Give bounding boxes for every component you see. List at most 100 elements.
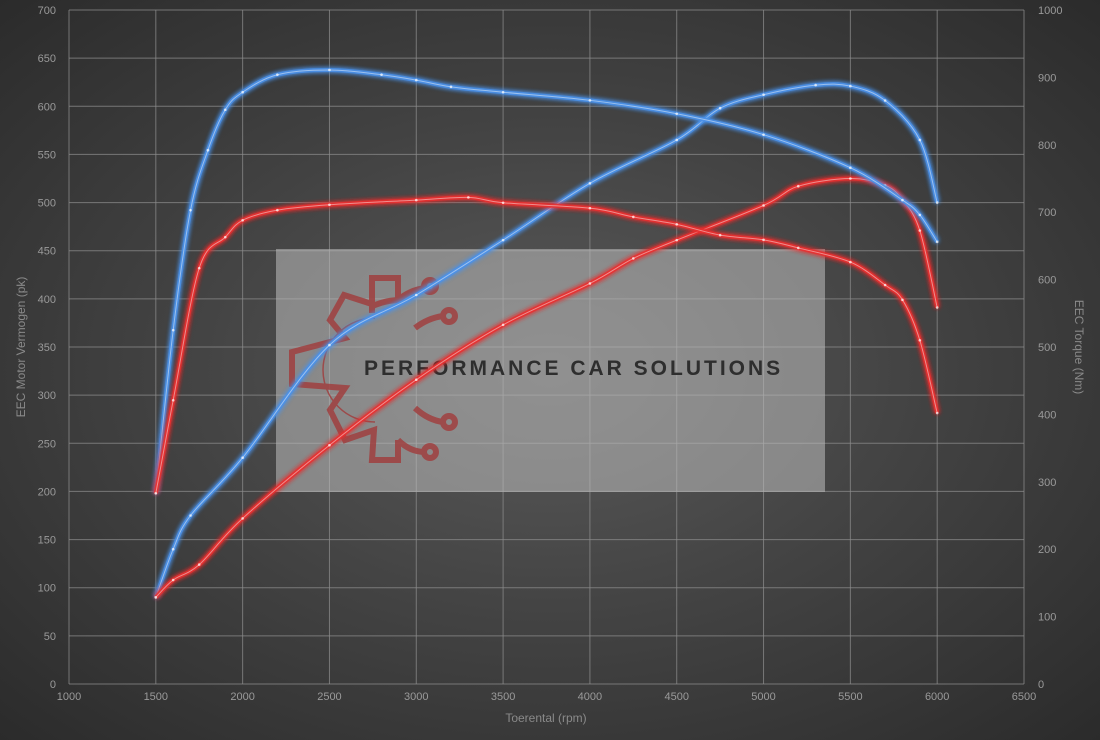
y-tick-label: 550 <box>38 149 56 161</box>
data-point-stock-torque <box>588 206 592 210</box>
data-point-tuned-torque <box>206 148 210 152</box>
data-point-stock-torque <box>632 215 635 219</box>
y-tick-label: 0 <box>50 679 56 691</box>
watermark-text: PERFORMANCE CAR SOLUTIONS <box>364 357 783 380</box>
x-tick-label: 2000 <box>230 691 254 703</box>
data-point-tuned-torque <box>501 90 505 94</box>
axis-ticks: 1000 1500 2000 2500 3000 3500 4000 4500 5000 5500… <box>38 5 1063 703</box>
data-point-stock-power <box>849 177 852 180</box>
data-point-stock-torque <box>849 260 852 264</box>
data-point-stock-power <box>197 563 201 566</box>
data-point-tuned-power <box>718 106 722 110</box>
data-point-stock-torque <box>414 198 418 202</box>
data-point-tuned-power <box>501 238 505 242</box>
data-point-stock-torque <box>796 246 800 250</box>
data-point-tuned-power <box>849 84 852 88</box>
data-point-stock-power <box>675 238 679 242</box>
y2-tick-label: 200 <box>1038 544 1056 556</box>
data-point-tuned-torque <box>328 68 331 72</box>
data-point-tuned-power <box>328 343 331 347</box>
data-point-tuned-torque <box>449 85 453 89</box>
y-tick-label: 200 <box>38 486 56 498</box>
data-point-tuned-power <box>189 514 192 517</box>
y-tick-label: 450 <box>38 246 56 258</box>
y-tick-label: 100 <box>38 583 56 595</box>
data-point-stock-torque <box>935 411 939 415</box>
data-point-tuned-torque <box>223 108 227 112</box>
data-point-stock-torque <box>328 203 331 207</box>
watermark-box <box>276 249 825 492</box>
data-point-stock-power <box>154 596 158 599</box>
x-axis-label: Toerental (rpm) <box>505 711 586 725</box>
data-point-stock-power <box>241 517 244 520</box>
x-tick-label: 5000 <box>751 691 775 703</box>
data-point-tuned-power <box>241 456 244 460</box>
y2-tick-label: 400 <box>1038 409 1056 421</box>
data-point-tuned-power <box>935 201 939 204</box>
data-point-stock-torque <box>675 223 679 226</box>
y-tick-label: 500 <box>38 198 56 210</box>
data-point-stock-power <box>588 282 592 285</box>
data-point-stock-power <box>414 378 418 382</box>
x-tick-label: 4000 <box>578 691 602 703</box>
data-point-stock-torque <box>883 283 887 287</box>
data-point-stock-torque <box>223 235 227 239</box>
y-axis-label: EEC Motor Vermogen (pk) <box>14 277 28 418</box>
x-tick-label: 4500 <box>664 691 688 703</box>
y2-tick-label: 900 <box>1038 72 1056 84</box>
data-point-stock-power <box>501 323 505 327</box>
data-point-tuned-power <box>588 182 592 185</box>
data-point-stock-torque <box>762 238 765 242</box>
data-point-tuned-torque <box>918 213 922 217</box>
data-point-tuned-torque <box>849 166 852 170</box>
y-tick-label: 250 <box>38 438 56 450</box>
y-tick-label: 600 <box>38 101 56 113</box>
data-point-tuned-torque <box>675 112 679 116</box>
data-point-tuned-torque <box>935 240 939 244</box>
y-tick-label: 150 <box>38 535 56 547</box>
data-point-tuned-power <box>675 138 679 142</box>
data-point-tuned-torque <box>588 99 592 102</box>
y-tick-label: 350 <box>38 342 56 354</box>
data-point-stock-torque <box>197 266 201 270</box>
data-point-stock-power <box>935 306 939 309</box>
y2-tick-label: 800 <box>1038 140 1056 152</box>
data-point-stock-torque <box>154 491 158 495</box>
data-point-tuned-torque <box>901 198 904 202</box>
y-tick-label: 50 <box>44 631 56 643</box>
data-point-stock-power <box>328 443 331 447</box>
data-point-tuned-torque <box>171 328 175 332</box>
data-point-stock-torque <box>918 338 922 342</box>
y2-tick-label: 600 <box>1038 275 1056 287</box>
y2-tick-label: 1000 <box>1038 5 1062 17</box>
data-point-tuned-power <box>762 93 765 97</box>
x-tick-label: 3000 <box>404 691 428 703</box>
data-point-tuned-torque <box>414 78 418 82</box>
data-point-tuned-torque <box>276 73 279 77</box>
watermark: PERFORMANCE CAR SOLUTIONS <box>276 249 825 492</box>
data-point-stock-power <box>171 578 175 582</box>
data-point-tuned-torque <box>380 73 383 77</box>
y-tick-label: 650 <box>38 53 56 65</box>
data-point-tuned-power <box>918 138 922 142</box>
data-point-stock-power <box>918 229 922 232</box>
y2-tick-label: 700 <box>1038 207 1056 219</box>
data-point-tuned-power <box>171 547 175 551</box>
x-tick-label: 5500 <box>838 691 862 703</box>
data-point-stock-power <box>796 184 800 188</box>
data-point-stock-torque <box>171 398 175 402</box>
x-tick-label: 1000 <box>57 691 81 703</box>
y2-tick-label: 0 <box>1038 679 1044 691</box>
data-point-stock-power <box>762 204 765 207</box>
data-point-stock-power <box>632 257 635 260</box>
gear-logo-icon <box>289 275 458 463</box>
data-point-tuned-power <box>883 99 887 102</box>
x-tick-label: 3500 <box>491 691 515 703</box>
data-point-stock-torque <box>467 196 470 199</box>
data-point-stock-torque <box>901 298 904 302</box>
y2-tick-label: 300 <box>1038 477 1056 489</box>
y-tick-label: 300 <box>38 390 56 402</box>
x-tick-label: 2500 <box>317 691 341 703</box>
x-tick-label: 6500 <box>1012 691 1036 703</box>
